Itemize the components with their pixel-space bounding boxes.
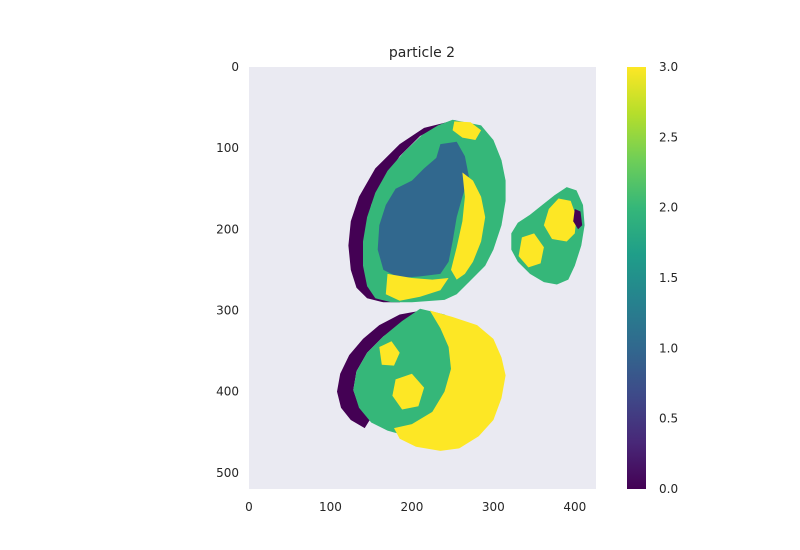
x-axis-ticks: 0 100 200 300 400 bbox=[245, 500, 586, 514]
y-tick-label: 200 bbox=[216, 222, 239, 236]
region-2-value-layer-3 bbox=[518, 233, 544, 268]
region-3-value-layer-5 bbox=[379, 341, 400, 366]
particle-region-1 bbox=[348, 119, 506, 303]
x-tick-label: 400 bbox=[563, 500, 586, 514]
heatmap-regions bbox=[337, 119, 585, 451]
colorbar-tick-label: 1.5 bbox=[659, 271, 678, 285]
colorbar-tick-label: 0.0 bbox=[659, 482, 678, 496]
heatmap-plot-area bbox=[249, 67, 596, 489]
region-1-value-layer-6 bbox=[452, 121, 482, 140]
chart-title: particle 2 bbox=[389, 45, 455, 61]
region-2-value-layer-2 bbox=[543, 198, 577, 242]
x-tick-label: 300 bbox=[482, 500, 505, 514]
region-1-value-layer-3 bbox=[377, 141, 469, 278]
y-tick-label: 500 bbox=[216, 466, 239, 480]
region-2-value-layer-4 bbox=[573, 209, 583, 230]
colorbar-ticks: 0.0 0.5 1.0 1.5 2.0 2.5 3.0 bbox=[659, 60, 678, 496]
region-1-value-layer-5 bbox=[385, 273, 449, 301]
region-3-value-layer-3 bbox=[394, 310, 506, 451]
colorbar-tick-label: 0.5 bbox=[659, 412, 678, 426]
y-tick-label: 0 bbox=[231, 60, 239, 74]
y-axis-ticks: 0 100 200 300 400 500 bbox=[216, 60, 239, 480]
x-tick-label: 100 bbox=[319, 500, 342, 514]
x-tick-label: 0 bbox=[245, 500, 253, 514]
x-tick-label: 200 bbox=[400, 500, 423, 514]
colorbar-tick-label: 2.5 bbox=[659, 130, 678, 144]
colorbar bbox=[627, 67, 646, 489]
region-1-value-layer-4 bbox=[451, 172, 486, 280]
y-tick-label: 100 bbox=[216, 141, 239, 155]
colorbar-tick-label: 1.0 bbox=[659, 341, 678, 355]
region-3-value-layer-1 bbox=[337, 310, 422, 429]
y-tick-label: 300 bbox=[216, 303, 239, 317]
region-3-value-layer-4 bbox=[392, 373, 425, 410]
particle-region-3 bbox=[337, 308, 506, 451]
colorbar-tick-label: 2.0 bbox=[659, 201, 678, 215]
y-tick-label: 400 bbox=[216, 385, 239, 399]
colorbar-tick-label: 3.0 bbox=[659, 60, 678, 74]
particle-region-2 bbox=[511, 187, 585, 285]
